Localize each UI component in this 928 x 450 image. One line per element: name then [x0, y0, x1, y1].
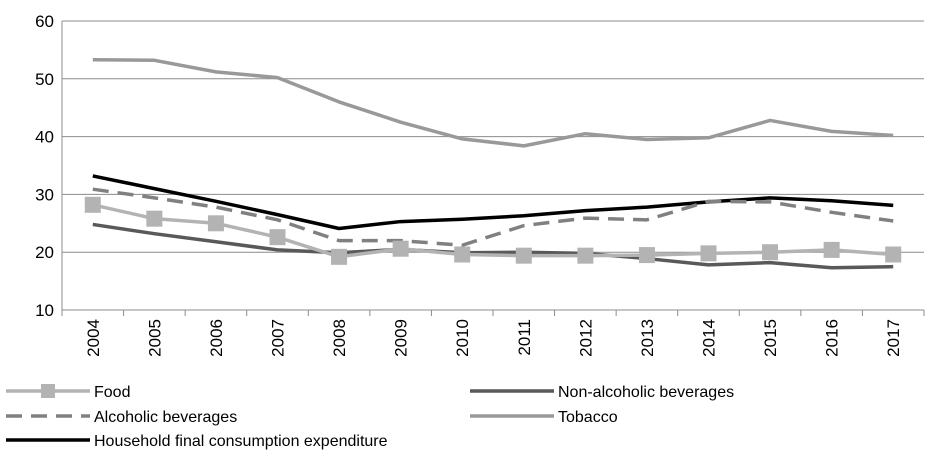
data-point-marker [700, 245, 717, 262]
legend-label: Non-alcoholic beverages [558, 384, 734, 401]
series-line-tobacco [92, 57, 894, 148]
x-tick-label: 2015 [761, 319, 780, 357]
legend-item: Household final consumption expenditure [6, 433, 388, 450]
data-point-marker [515, 247, 532, 264]
series-layer [84, 57, 902, 270]
legend-label: Food [94, 384, 130, 401]
x-tick-label: 2017 [884, 319, 903, 357]
series-line-household-final-consumption-expenditure [92, 174, 894, 231]
x-tick-label: 2005 [145, 319, 164, 357]
x-tick-label: 2007 [269, 319, 288, 357]
data-point-marker [84, 196, 101, 213]
x-tick-label: 2004 [84, 319, 103, 357]
x-tick-label: 2012 [576, 319, 595, 357]
y-tick-label: 40 [35, 128, 54, 147]
x-tick-label: 2016 [823, 319, 842, 357]
legend-label: Household final consumption expenditure [94, 433, 388, 450]
data-point-marker [207, 215, 224, 232]
data-point-marker [269, 229, 286, 246]
data-point-marker [331, 248, 348, 265]
legend-item: Tobacco [470, 409, 618, 426]
x-tick-label: 2009 [392, 319, 411, 357]
legend-item: Food [6, 384, 130, 401]
y-tick-label: 60 [35, 12, 54, 31]
x-tick-label: 2006 [207, 319, 226, 357]
data-point-marker [638, 247, 655, 264]
legend-item: Non-alcoholic beverages [470, 384, 734, 401]
y-tick-label: 10 [35, 301, 54, 320]
data-point-marker [823, 241, 840, 258]
data-point-marker [392, 240, 409, 257]
legend-item: Alcoholic beverages [6, 409, 237, 426]
x-tick-label: 2011 [515, 319, 534, 356]
y-tick-label: 20 [35, 243, 54, 262]
series-line-alcoholic-beverages [92, 187, 894, 248]
legend-label: Tobacco [558, 409, 618, 426]
x-tick-label: 2013 [638, 319, 657, 357]
data-point-marker [762, 244, 779, 261]
x-tick-label: 2010 [453, 319, 472, 357]
x-tick-label: 2008 [330, 319, 349, 357]
y-axis: 10 20 30 40 50 60 [35, 12, 63, 320]
legend: Food Non-alcoholic beverages Alcoholic bev… [6, 384, 734, 450]
data-point-marker [577, 247, 594, 264]
y-tick-label: 30 [35, 185, 54, 204]
series-line-non-alcoholic-beverages [92, 222, 894, 270]
series-line-food [92, 203, 894, 259]
x-axis: 2004 2005 2006 2007 2008 2009 2010 2011 2012 2013… [61, 309, 925, 357]
data-point-marker [885, 246, 902, 263]
x-tick-label: 2014 [700, 319, 719, 357]
legend-marker [41, 384, 55, 398]
y-tick-label: 50 [35, 70, 54, 89]
data-point-marker [146, 210, 163, 227]
data-point-marker [454, 246, 471, 263]
legend-label: Alcoholic beverages [94, 409, 237, 426]
